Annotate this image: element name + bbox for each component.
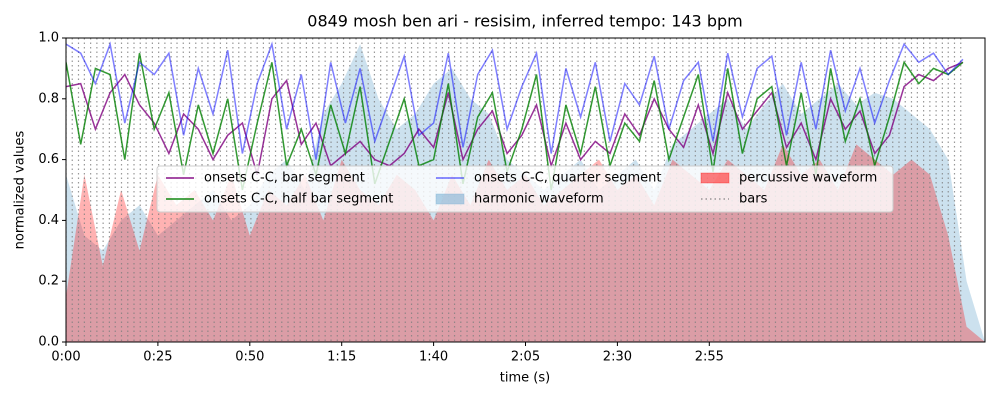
x-tick-label: 1:40 [419, 350, 448, 365]
y-tick-label: 1.0 [38, 31, 59, 46]
x-tick-label: 0:50 [235, 350, 264, 365]
legend-label: bars [739, 192, 768, 207]
x-tick-label: 0:25 [143, 350, 172, 365]
series-line [66, 61, 964, 176]
x-tick-label: 1:15 [327, 350, 356, 365]
legend-label: percussive waveform [739, 171, 877, 186]
x-tick-label: 2:30 [603, 350, 632, 365]
series-line [66, 53, 964, 191]
legend-label: onsets C-C, quarter segment [474, 171, 661, 186]
y-tick-label: 0.0 [38, 335, 59, 350]
series-line [66, 41, 964, 160]
x-tick-label: 2:55 [695, 350, 724, 365]
chart-title: 0849 mosh ben ari - resisim, inferred te… [307, 12, 742, 31]
legend: onsets C-C, bar segment onsets C-C, half … [156, 165, 894, 213]
y-tick-label: 0.6 [38, 152, 59, 167]
legend-swatch [435, 193, 465, 205]
legend-label: harmonic waveform [474, 192, 604, 207]
x-axis-label: time (s) [500, 371, 550, 386]
legend-label: onsets C-C, half bar segment [204, 192, 393, 207]
legend-label: onsets C-C, bar segment [204, 171, 365, 186]
y-tick-label: 0.4 [38, 213, 59, 228]
y-tick-label: 0.8 [38, 91, 59, 106]
x-tick-label: 0:00 [51, 350, 80, 365]
x-tick-label: 2:05 [511, 350, 540, 365]
y-tick-label: 0.2 [38, 274, 59, 289]
y-axis-label: normalized values [13, 130, 28, 249]
legend-swatch [700, 172, 730, 184]
